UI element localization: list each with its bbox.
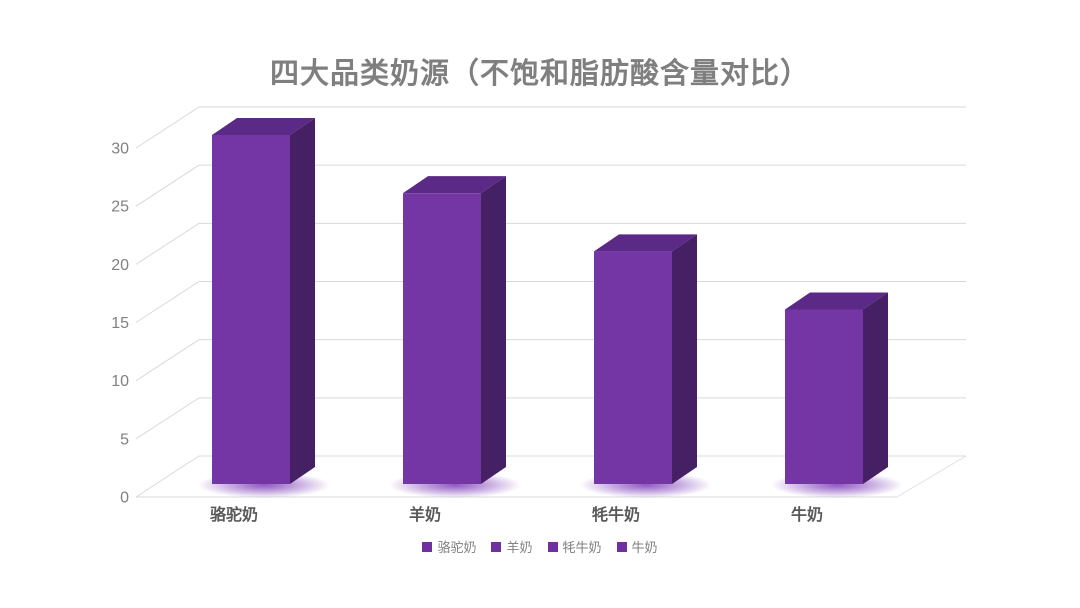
legend-label: 骆驼奶 (437, 540, 477, 555)
gridline (135, 106, 966, 149)
gridline (135, 455, 966, 498)
legend-label: 牦牛奶 (562, 540, 602, 555)
legend-marker-icon (616, 541, 627, 552)
bar-top-face (403, 176, 506, 194)
legend-label: 牛奶 (631, 540, 658, 555)
legend-marker-icon (547, 541, 558, 552)
bar-top-face (594, 234, 697, 252)
y-axis-tick-labels: 0 5 10 15 20 25 30 (111, 141, 129, 507)
legend-item: 牛奶 (616, 537, 658, 556)
gridline (135, 397, 966, 440)
bar-side-face (863, 292, 888, 484)
gridline (135, 339, 966, 382)
chart-legend: 骆驼奶 羊奶 牦牛奶 牛奶 (0, 537, 1080, 556)
y-tick-label: 10 (111, 373, 129, 390)
bar-top-face (785, 292, 888, 310)
y-tick-label: 30 (111, 141, 129, 158)
y-tick-label: 15 (111, 315, 129, 332)
floor-right-edge (896, 455, 967, 498)
y-tick-label: 0 (120, 490, 129, 507)
chart-title: 四大品类奶源（不饱和脂肪酸含量对比） (269, 58, 810, 90)
legend-marker-icon (422, 541, 433, 552)
bar-side-face (290, 118, 315, 484)
bar-front-face (785, 309, 863, 484)
gridline (135, 222, 966, 265)
bar-top-face (212, 118, 315, 135)
legend-item: 羊奶 (491, 537, 533, 556)
gridline (135, 281, 966, 323)
bar-front-face (212, 135, 290, 484)
bar-front-face (594, 251, 672, 484)
bar-side-face (481, 176, 506, 484)
y-tick-label: 5 (120, 431, 129, 448)
bar-front-face (403, 193, 481, 484)
y-tick-label: 20 (111, 257, 129, 274)
y-tick-label: 25 (111, 199, 129, 216)
gridline (135, 164, 966, 207)
bar-3d-3 (771, 292, 903, 498)
legend-marker-icon (491, 541, 502, 552)
bar-3d-2 (580, 234, 712, 498)
legend-item: 骆驼奶 (422, 537, 476, 556)
bar-3d-1 (389, 176, 521, 498)
bar-side-face (672, 234, 697, 484)
legend-label: 羊奶 (506, 540, 533, 555)
legend-item: 牦牛奶 (547, 537, 602, 556)
bar-3d-0 (198, 118, 330, 498)
